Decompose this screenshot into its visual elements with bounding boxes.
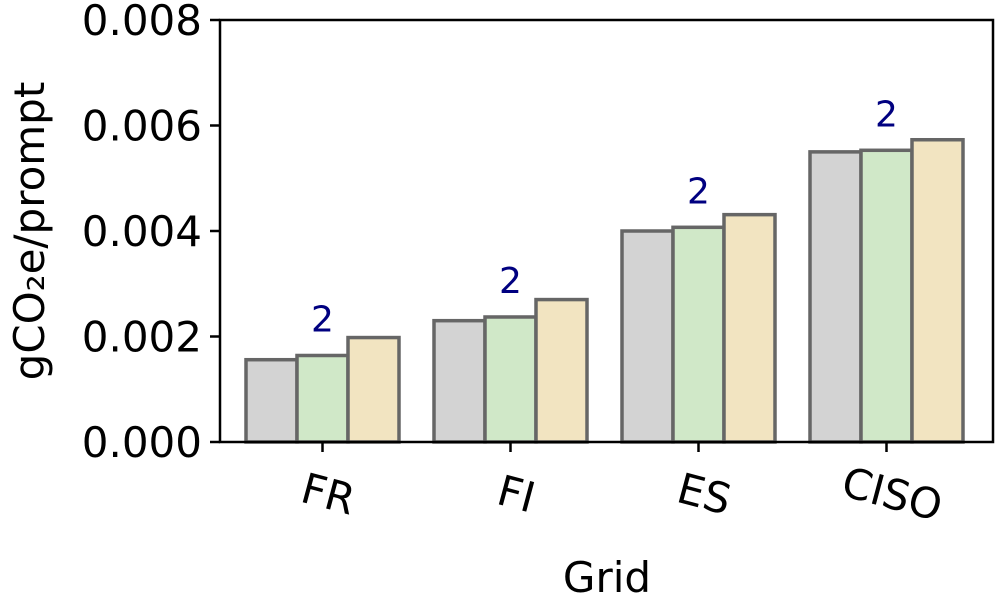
bar-ciso-series-3 <box>910 137 965 444</box>
y-tick-label: 0.008 <box>82 0 202 45</box>
bar-es-series-1 <box>620 229 675 444</box>
y-axis-title: gCO₂e/prompt <box>5 82 54 381</box>
annotation-es: 2 <box>687 171 710 212</box>
bar-fr-series-1 <box>244 357 299 444</box>
annotation-fi: 2 <box>499 261 522 302</box>
x-axis-title: Grid <box>563 553 651 599</box>
x-tick-label-fr: FR <box>296 463 360 524</box>
x-tick-label-ciso: CISO <box>837 457 948 531</box>
bar-fi-series-3 <box>534 297 589 444</box>
bar-fi-series-1 <box>432 318 487 444</box>
annotation-fr: 2 <box>311 299 334 340</box>
bar-fr-series-2 <box>295 353 350 444</box>
y-tick-label: 0.004 <box>82 207 202 256</box>
bar-fi-series-2 <box>483 315 538 444</box>
annotation-ciso: 2 <box>875 94 898 135</box>
y-ticks-layer: 0.000 0.002 0.004 0.006 0.008 <box>82 0 220 467</box>
bars-layer <box>244 137 965 444</box>
y-tick-label: 0.006 <box>82 102 202 151</box>
bar-ciso-series-1 <box>808 150 863 444</box>
x-tick-label-fi: FI <box>492 466 540 523</box>
y-tick-label: 0.002 <box>82 313 202 362</box>
bar-es-series-3 <box>722 212 777 444</box>
x-tick-label-es: ES <box>672 463 736 524</box>
x-ticks-layer: FR FI ES CISO <box>296 442 948 531</box>
bar-fr-series-3 <box>346 335 401 444</box>
bar-ciso-series-2 <box>859 148 914 444</box>
y-tick-label: 0.000 <box>82 418 202 467</box>
annotations-layer: 2 2 2 2 <box>311 94 898 340</box>
bar-es-series-2 <box>671 225 726 444</box>
